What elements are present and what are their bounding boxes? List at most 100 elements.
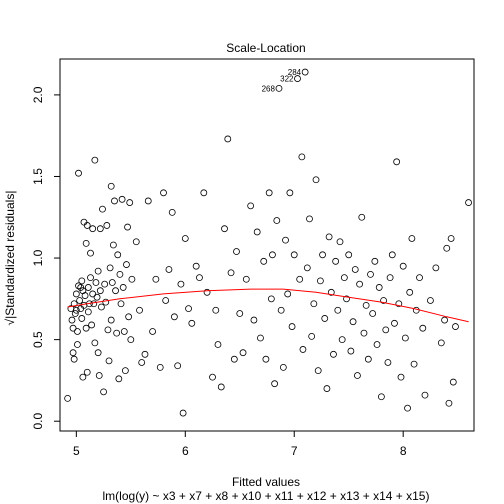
data-point bbox=[91, 156, 99, 164]
y-tick-label: 2.0 bbox=[31, 86, 45, 103]
data-point bbox=[87, 249, 94, 257]
data-point bbox=[123, 261, 130, 268]
data-point bbox=[93, 293, 101, 301]
data-point bbox=[294, 75, 301, 82]
data-point bbox=[447, 235, 455, 242]
data-point bbox=[358, 213, 366, 221]
data-point bbox=[321, 315, 329, 322]
data-point bbox=[247, 202, 255, 210]
data-point bbox=[386, 274, 394, 282]
data-point bbox=[203, 288, 211, 296]
data-point bbox=[408, 235, 416, 242]
data-point bbox=[230, 355, 238, 363]
data-point bbox=[332, 257, 340, 265]
data-point bbox=[377, 393, 385, 401]
plot-frame bbox=[59, 58, 475, 432]
y-tick-label: 0.0 bbox=[31, 413, 45, 430]
data-point bbox=[109, 241, 117, 249]
data-point bbox=[380, 297, 387, 304]
data-point bbox=[349, 318, 357, 326]
data-point bbox=[312, 176, 320, 184]
data-point bbox=[162, 297, 170, 304]
data-point bbox=[89, 290, 97, 298]
data-point bbox=[170, 313, 178, 321]
data-point bbox=[445, 399, 453, 407]
data-point bbox=[310, 300, 318, 308]
data-point bbox=[102, 298, 110, 306]
data-point bbox=[347, 347, 355, 355]
data-point bbox=[284, 290, 292, 298]
data-point bbox=[82, 239, 90, 247]
data-point bbox=[84, 308, 92, 316]
data-point bbox=[308, 332, 316, 340]
data-point bbox=[87, 274, 94, 282]
data-point bbox=[83, 368, 91, 376]
data-point bbox=[82, 324, 90, 332]
data-point bbox=[91, 339, 99, 347]
data-point bbox=[437, 339, 445, 347]
data-point bbox=[90, 300, 98, 308]
data-point bbox=[384, 359, 392, 366]
x-axis-subtitle: lm(log(y) ~ x3 + x7 + x8 + x10 + x11 + x… bbox=[103, 489, 430, 503]
data-point bbox=[273, 217, 281, 224]
data-point bbox=[107, 316, 115, 324]
data-point bbox=[227, 269, 235, 277]
data-point bbox=[212, 306, 220, 314]
data-point bbox=[69, 349, 77, 357]
data-point bbox=[314, 367, 322, 375]
data-point bbox=[94, 267, 102, 275]
data-point bbox=[362, 301, 370, 309]
data-point bbox=[303, 264, 311, 272]
data-point bbox=[95, 372, 103, 379]
data-point bbox=[338, 336, 346, 344]
data-point bbox=[351, 266, 359, 273]
data-point bbox=[70, 300, 78, 308]
data-point bbox=[76, 297, 84, 304]
data-point bbox=[124, 223, 131, 231]
data-point bbox=[112, 287, 119, 295]
data-point bbox=[265, 189, 273, 197]
data-point bbox=[84, 284, 92, 291]
data-point bbox=[260, 257, 268, 265]
data-point bbox=[119, 284, 127, 291]
data-point bbox=[360, 329, 368, 337]
data-point bbox=[96, 287, 104, 295]
data-point bbox=[452, 323, 459, 330]
data-points bbox=[64, 68, 472, 417]
data-point bbox=[185, 305, 192, 313]
data-point bbox=[196, 274, 203, 282]
data-point bbox=[115, 375, 123, 383]
data-point bbox=[118, 195, 126, 203]
data-point bbox=[443, 244, 451, 252]
data-point bbox=[343, 295, 350, 303]
data-point bbox=[68, 316, 76, 324]
data-point bbox=[253, 228, 261, 236]
data-point bbox=[108, 279, 116, 286]
data-point bbox=[369, 310, 377, 317]
data-point bbox=[388, 251, 396, 259]
data-point bbox=[296, 275, 304, 283]
data-point bbox=[354, 372, 361, 379]
data-point bbox=[334, 306, 342, 314]
data-point bbox=[410, 360, 418, 368]
data-point bbox=[149, 328, 157, 335]
data-point bbox=[416, 274, 423, 282]
data-point bbox=[81, 292, 89, 299]
data-point bbox=[221, 225, 228, 233]
data-point bbox=[174, 362, 182, 370]
data-point bbox=[152, 275, 160, 283]
data-point bbox=[116, 270, 124, 278]
point-label: 322 bbox=[280, 75, 294, 84]
data-point bbox=[136, 306, 143, 314]
data-point bbox=[257, 334, 264, 342]
data-point bbox=[395, 300, 403, 308]
data-point bbox=[74, 341, 81, 348]
data-point bbox=[286, 189, 294, 197]
data-point bbox=[92, 279, 100, 286]
data-point bbox=[144, 197, 152, 205]
data-point bbox=[177, 280, 185, 288]
x-axis-label: Fitted values bbox=[232, 475, 300, 489]
data-point bbox=[441, 316, 448, 324]
data-point bbox=[345, 251, 353, 259]
data-point bbox=[323, 385, 331, 392]
